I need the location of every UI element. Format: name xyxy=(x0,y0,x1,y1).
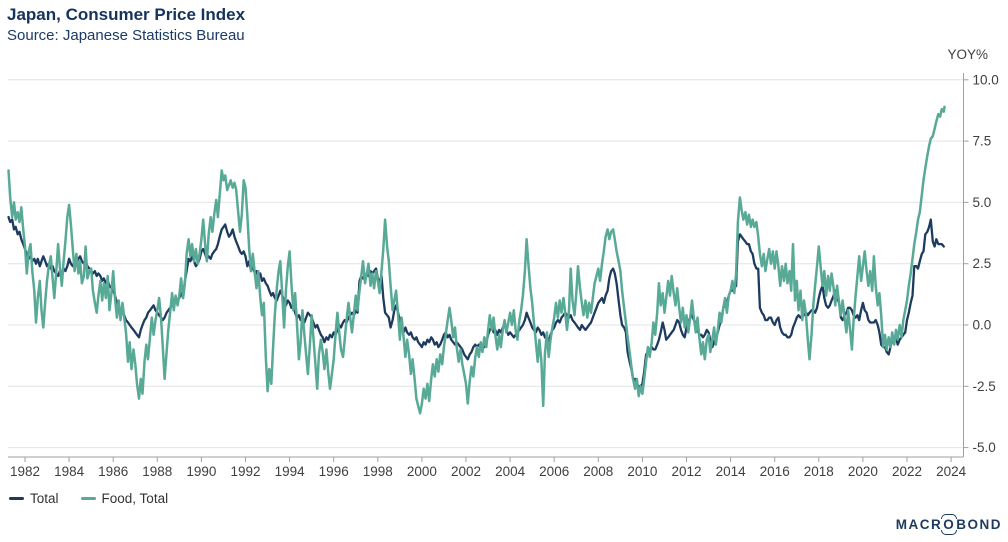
x-tick-label: 1998 xyxy=(363,464,393,479)
x-tick-label: 1992 xyxy=(230,464,260,479)
food-line-swatch xyxy=(80,496,96,501)
x-tick-label: 2012 xyxy=(671,464,701,479)
chart-title: Japan, Consumer Price Index xyxy=(7,5,246,24)
x-tick-label: 2024 xyxy=(936,464,967,479)
logo-text-post: BOND xyxy=(956,517,1002,532)
x-tick-label: 2004 xyxy=(495,464,526,479)
x-tick-label: 1984 xyxy=(54,464,85,479)
x-tick-label: 1994 xyxy=(275,464,306,479)
x-tick-label: 2018 xyxy=(804,464,834,479)
logo-orbit-o-icon: O xyxy=(940,513,957,535)
x-tick-label: 2010 xyxy=(627,464,657,479)
x-tick-label: 2016 xyxy=(760,464,790,479)
x-tick-label: 2008 xyxy=(583,464,613,479)
x-tick-label: 2022 xyxy=(892,464,922,479)
x-tick-label: 1990 xyxy=(186,464,216,479)
x-tick-label: 1982 xyxy=(10,464,40,479)
y-tick-label: 10.0 xyxy=(973,72,999,87)
y-tick-label: -2.5 xyxy=(973,379,996,394)
y-tick-label: 7.5 xyxy=(973,134,992,149)
chart-source: Source: Japanese Statistics Bureau xyxy=(7,27,245,44)
x-tick-label: 1988 xyxy=(142,464,172,479)
macrobond-logo: MACR O BOND xyxy=(895,513,1002,535)
y-tick-label: -5.0 xyxy=(973,440,996,455)
x-tick-label: 2014 xyxy=(716,464,747,479)
x-tick-label: 2000 xyxy=(407,464,437,479)
x-tick-label: 2006 xyxy=(539,464,569,479)
x-tick-label: 2002 xyxy=(451,464,481,479)
legend-label-total: Total xyxy=(30,491,59,506)
chart-legend: Total Food, Total xyxy=(9,491,168,506)
legend-label-food-total: Food, Total xyxy=(101,491,169,506)
logo-text-pre: MACR xyxy=(895,517,943,532)
x-tick-label: 1996 xyxy=(319,464,349,479)
series-line-total xyxy=(7,215,945,388)
series-line-food-total xyxy=(7,105,946,415)
y-tick-label: 2.5 xyxy=(973,256,992,271)
x-tick-label: 1986 xyxy=(98,464,128,479)
x-tick-label: 2020 xyxy=(848,464,878,479)
y-axis-title: YOY% xyxy=(947,47,988,62)
total-line-swatch xyxy=(9,496,24,501)
y-tick-label: 0.0 xyxy=(973,318,992,333)
legend-item-food-total[interactable]: Food, Total xyxy=(80,491,169,506)
legend-item-total[interactable]: Total xyxy=(9,491,59,506)
y-tick-label: 5.0 xyxy=(973,195,992,210)
